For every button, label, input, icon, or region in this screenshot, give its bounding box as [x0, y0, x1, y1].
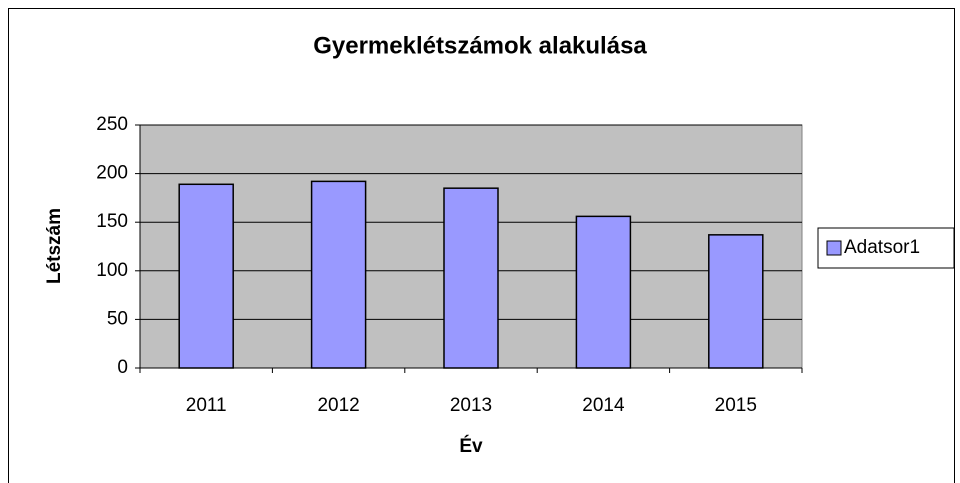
y-axis-label: Létszám — [44, 208, 65, 284]
bar — [708, 234, 764, 369]
chart-title: Gyermeklétszámok alakulása — [313, 32, 647, 59]
bar — [310, 180, 367, 369]
x-tick-label: 2011 — [186, 395, 227, 416]
x-axis-label: Év — [459, 435, 483, 457]
x-tick-label: 2013 — [450, 395, 492, 416]
y-tick-label: 200 — [96, 163, 128, 184]
legend-swatch — [826, 240, 842, 256]
x-tick-label: 2014 — [582, 395, 625, 416]
y-tick-label: 150 — [96, 211, 128, 232]
y-tick-label: 50 — [107, 308, 128, 329]
bar — [443, 187, 499, 369]
x-tick-label: 2012 — [317, 395, 359, 416]
y-tick-label: 0 — [117, 357, 128, 378]
bar — [575, 215, 632, 369]
legend-label: Adatsor1 — [844, 237, 920, 258]
y-tick-label: 250 — [96, 114, 128, 135]
x-tick-label: 2015 — [715, 395, 757, 416]
y-tick-label: 100 — [96, 260, 128, 281]
bar — [178, 183, 234, 369]
